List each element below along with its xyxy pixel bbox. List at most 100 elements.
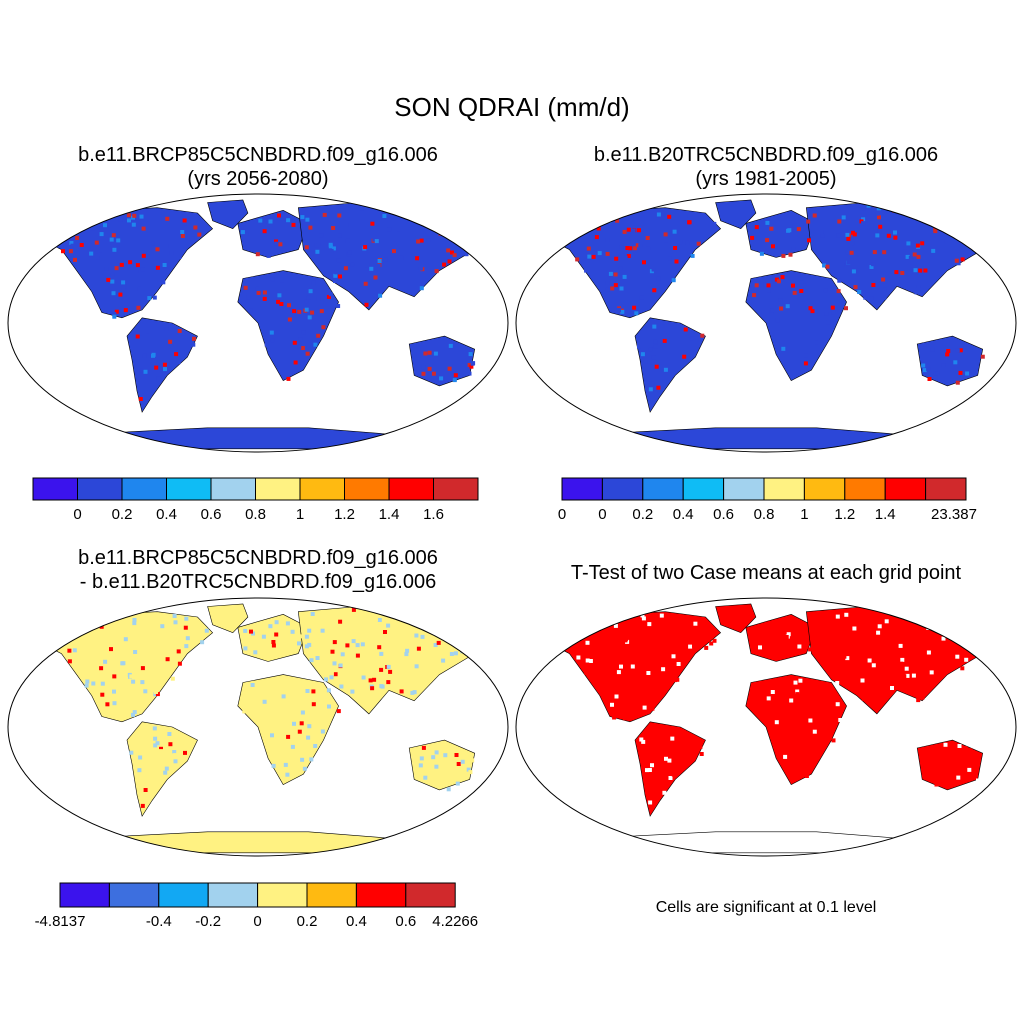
map-cell (160, 624, 165, 629)
map-cell (872, 250, 877, 255)
map-cell (270, 277, 275, 282)
map-cell (271, 728, 276, 733)
map-cell (644, 665, 648, 669)
panel-3-world-map (7, 597, 509, 857)
map-cell (182, 221, 187, 226)
map-cell (652, 324, 657, 329)
map-cell (799, 289, 804, 293)
map-cell (620, 309, 625, 314)
map-cell (405, 648, 410, 653)
map-cell (99, 666, 104, 671)
map-cell (271, 640, 276, 644)
map-cell (420, 634, 425, 639)
map-cell (567, 632, 572, 637)
map-cell (766, 696, 771, 701)
map-cell (980, 232, 985, 237)
map-cell (423, 775, 428, 780)
map-cell (262, 699, 267, 704)
map-cell (846, 236, 851, 241)
map-cell (670, 639, 675, 644)
map-cell (754, 225, 759, 230)
map-cell (932, 233, 937, 238)
colorbar-label: 0.6 (395, 913, 417, 930)
map-cell (614, 694, 619, 699)
map-cell (287, 303, 291, 308)
map-cell (159, 749, 163, 754)
map-cell (942, 631, 947, 636)
map-cell (882, 630, 887, 635)
map-cell (830, 259, 835, 264)
map-cell (168, 742, 173, 747)
map-cell (819, 650, 824, 655)
map-cell (436, 640, 441, 645)
map-cell (661, 320, 666, 325)
map-cell (869, 670, 874, 675)
map-cell (820, 701, 825, 706)
map-cell (419, 238, 424, 243)
map-cell (650, 767, 655, 772)
map-cell (651, 633, 656, 638)
map-cell (831, 310, 836, 315)
map-cell (937, 755, 942, 760)
map-cell (754, 283, 759, 288)
map-cell (147, 296, 152, 301)
map-cell (576, 648, 581, 653)
map-cell (820, 716, 825, 721)
map-cell (363, 245, 368, 250)
map-frame (7, 193, 509, 453)
map-cell (98, 252, 103, 257)
map-cell (912, 252, 917, 257)
map-cell (105, 702, 110, 707)
map-cell (619, 245, 624, 250)
map-cell (274, 241, 279, 246)
map-cell (893, 638, 898, 643)
map-cell (612, 648, 617, 653)
map-cell (350, 262, 355, 267)
map-cell (338, 619, 343, 624)
map-cell (118, 217, 123, 222)
map-cell (576, 655, 581, 660)
map-cell (638, 243, 643, 248)
map-cell (610, 286, 615, 291)
map-cell (848, 243, 852, 247)
map-cell (154, 365, 159, 370)
map-cell (167, 732, 172, 736)
map-cell (248, 308, 253, 313)
map-cell (656, 212, 661, 217)
map-cell (960, 257, 965, 262)
map-cell (926, 650, 931, 655)
map-cell (942, 620, 947, 625)
map-cell (439, 376, 444, 381)
map-cell (262, 220, 267, 225)
map-cell (876, 630, 881, 635)
map-cell (304, 307, 309, 312)
map-cell (930, 660, 935, 665)
map-cell (926, 763, 931, 768)
map-cell (351, 639, 356, 644)
map-cell (659, 613, 664, 618)
map-cell (370, 221, 375, 226)
map-cell (377, 645, 382, 650)
map-cell (799, 685, 804, 690)
map-cell (365, 649, 370, 654)
map-cell (938, 768, 943, 773)
map-cell (431, 371, 436, 376)
map-cell (793, 680, 798, 685)
map-cell (134, 269, 139, 274)
map-cell (103, 659, 108, 664)
map-cell (589, 637, 594, 642)
map-cell (766, 283, 771, 288)
map-cell (336, 258, 341, 263)
map-cell (929, 670, 934, 675)
map-cell (163, 367, 167, 372)
map-cell (867, 658, 872, 663)
map-cell (370, 692, 374, 697)
map-cell (311, 280, 316, 285)
map-cell (671, 772, 676, 777)
map-cell (939, 222, 944, 227)
map-cell (320, 628, 325, 633)
map-cell (297, 344, 302, 349)
map-cell (624, 636, 629, 641)
map-cell (368, 678, 373, 683)
map-cell (307, 628, 312, 633)
